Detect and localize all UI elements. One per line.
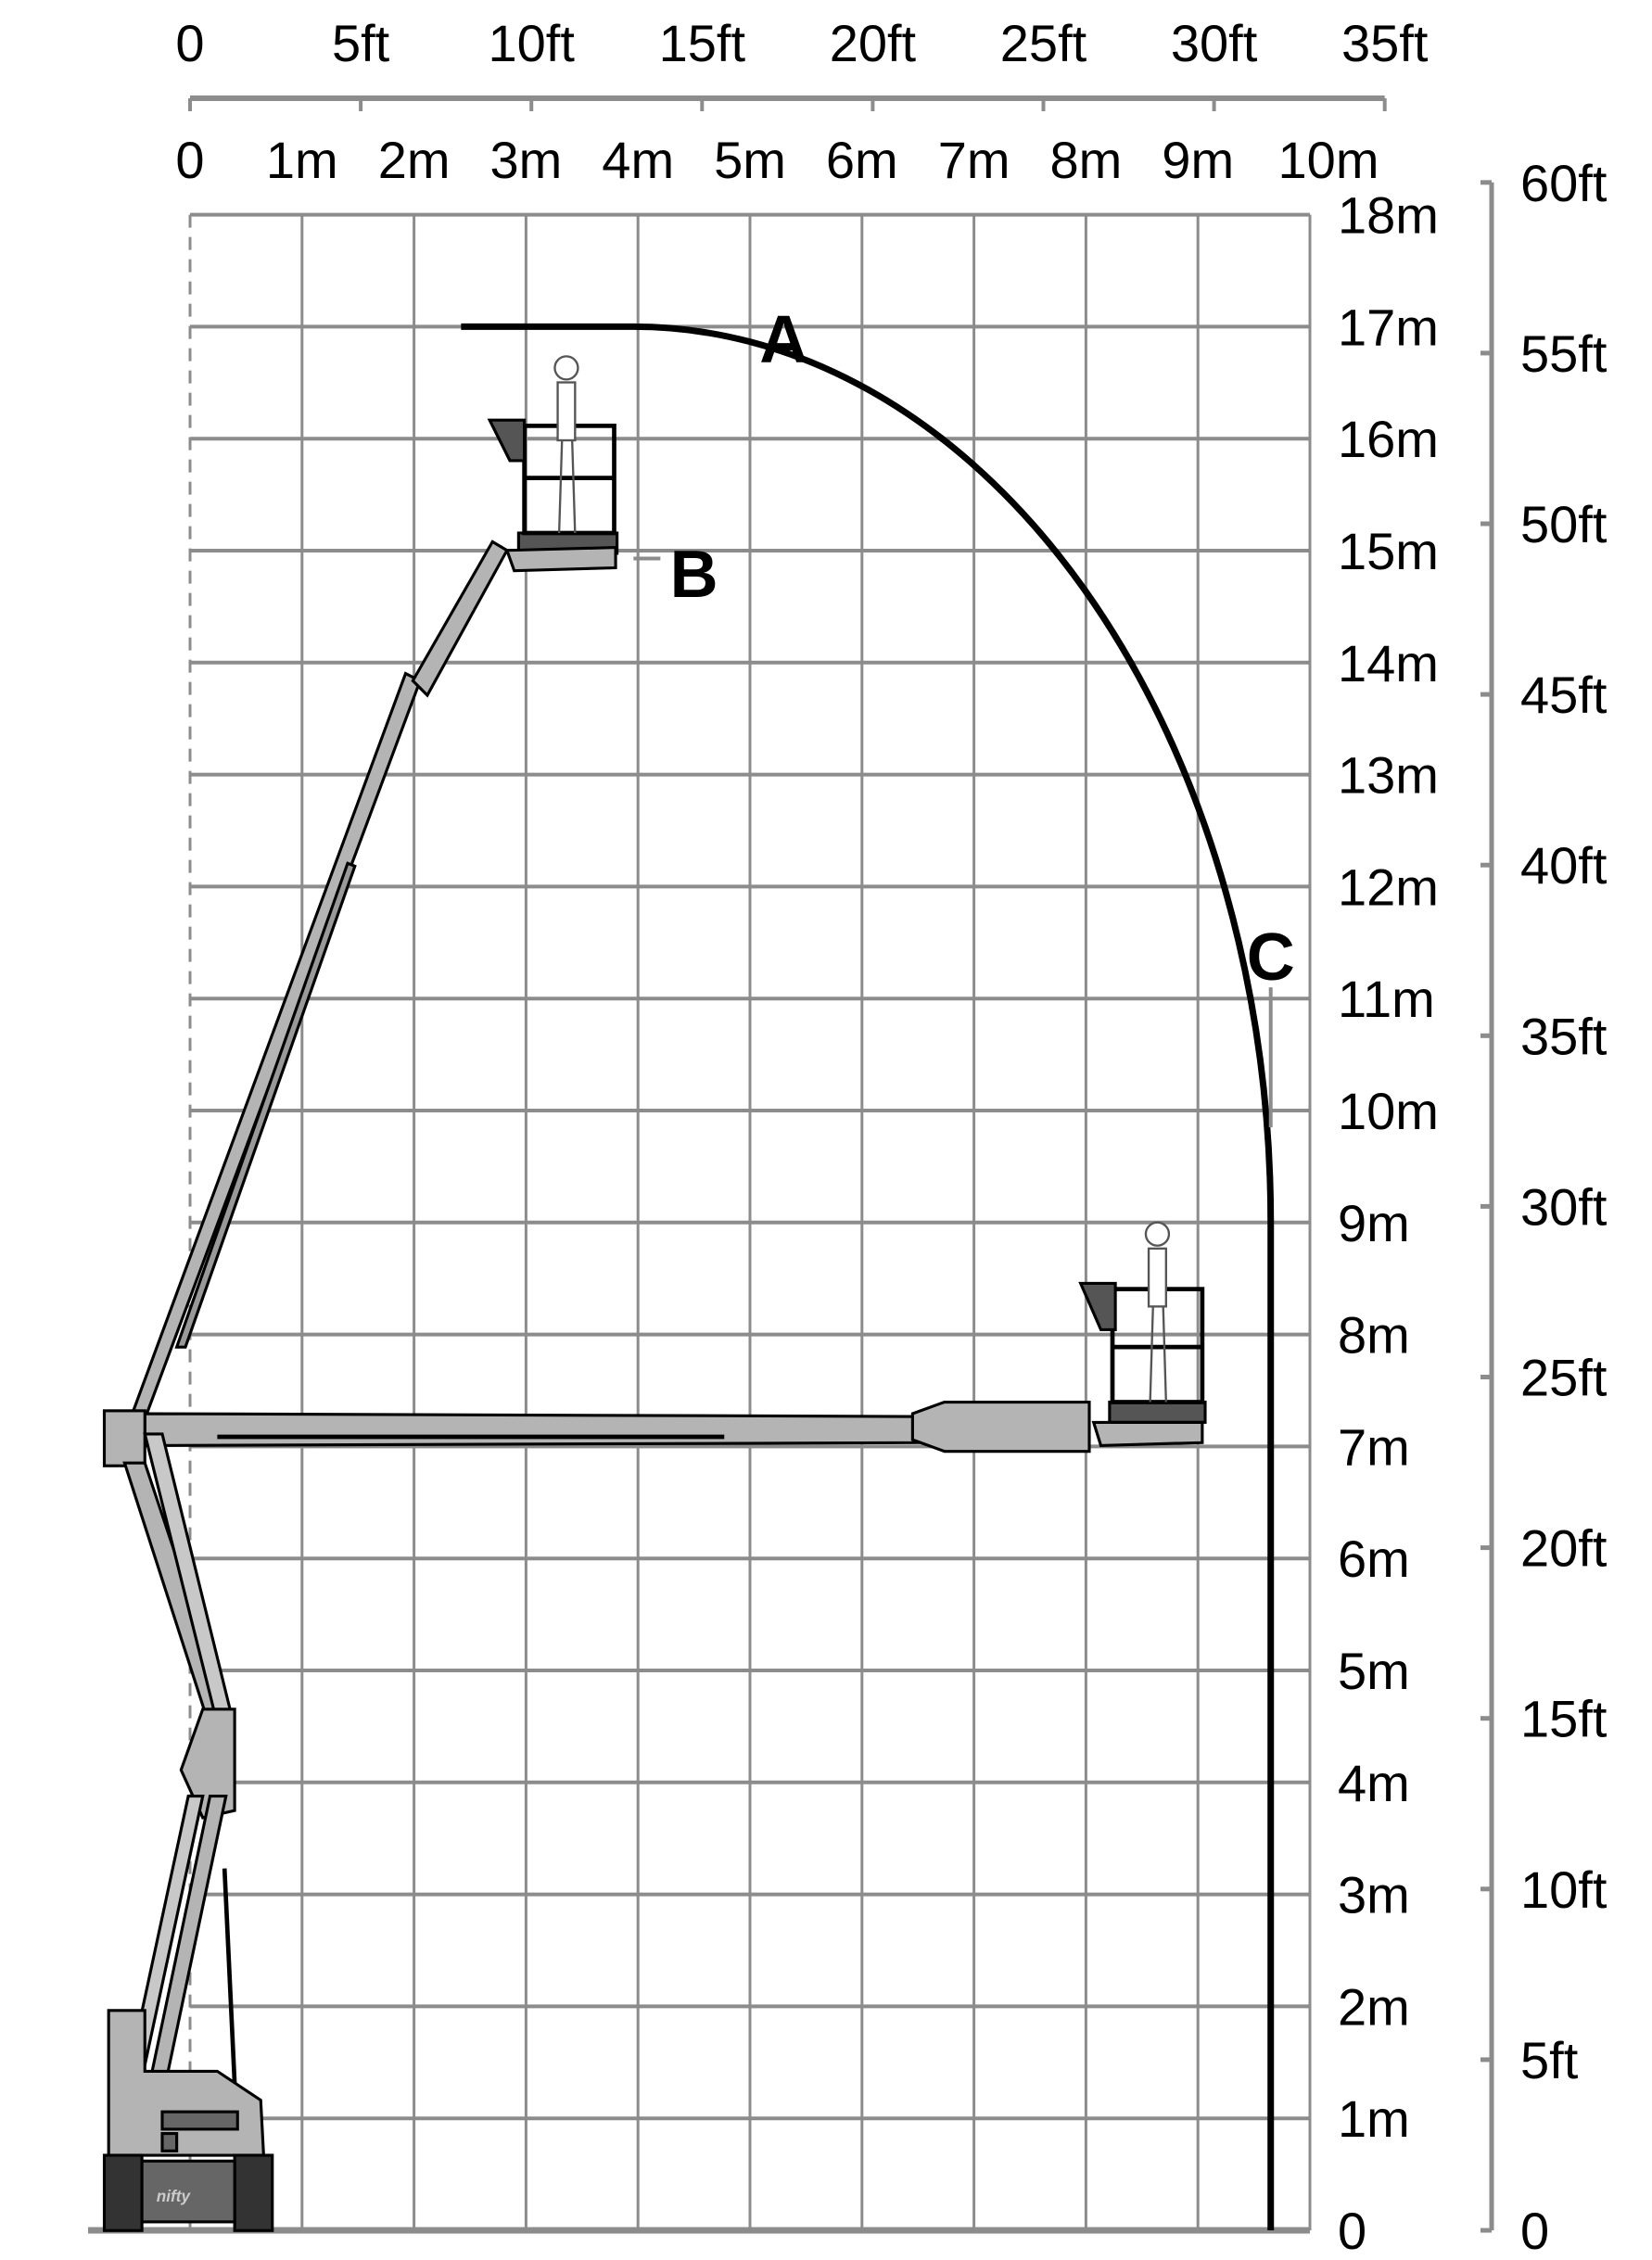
top-m-tick-label: 4m xyxy=(602,131,674,189)
top-ft-tick-label: 25ft xyxy=(1000,14,1087,72)
right-m-tick-label: 11m xyxy=(1338,970,1435,1028)
top-m-tick-label: 1m xyxy=(266,131,338,189)
right-ft-tick-label: 30ft xyxy=(1520,1177,1608,1236)
upper-boom-raised xyxy=(125,671,423,1428)
right-m-tick-label: 10m xyxy=(1338,1082,1439,1140)
right-m-tick-label: 14m xyxy=(1338,634,1439,692)
right-ft-tick-label: 55ft xyxy=(1520,324,1608,383)
top-m-tick-label: 0 xyxy=(175,131,204,189)
top-m-tick-label: 2m xyxy=(378,131,451,189)
annotation-label-a: A xyxy=(759,302,807,376)
right-m-tick-label: 7m xyxy=(1338,1417,1410,1476)
right-m-tick-label: 9m xyxy=(1338,1194,1410,1252)
top-ft-tick-label: 35ft xyxy=(1341,14,1429,72)
right-ft-tick-label: 25ft xyxy=(1520,1349,1608,1407)
grid xyxy=(88,212,1312,2234)
right-ft-tick-label: 50ft xyxy=(1520,495,1608,553)
right-m-tick-label: 12m xyxy=(1338,857,1439,916)
right-m-tick-label: 6m xyxy=(1338,1530,1410,1588)
top-ft-tick-label: 5ft xyxy=(332,14,390,72)
right-m-tick-label: 16m xyxy=(1338,410,1439,468)
operator-figure-icon xyxy=(553,355,579,534)
top-ft-tick-label: 0 xyxy=(175,14,204,72)
top-ft-tick-label: 30ft xyxy=(1171,14,1258,72)
top-m-tick-label: 3m xyxy=(490,131,563,189)
right-ft-tick-label: 60ft xyxy=(1520,154,1608,212)
right-m-tick-label: 3m xyxy=(1338,1866,1410,1924)
top-m-tick-label: 8m xyxy=(1050,131,1123,189)
boom-horizontal xyxy=(143,1412,929,1447)
top-m-tick-label: 10m xyxy=(1278,131,1379,189)
telescope-raised xyxy=(174,861,357,1349)
top-m-tick-label: 6m xyxy=(826,131,898,189)
annotation-label-b: B xyxy=(670,538,718,612)
wheel xyxy=(233,2153,274,2232)
top-ft-tick-label: 15ft xyxy=(659,14,746,72)
right-ft-tick-label: 40ft xyxy=(1520,836,1608,895)
top-m-tick-label: 7m xyxy=(938,131,1010,189)
chassis xyxy=(107,2009,266,2157)
right-m-tick-label: 13m xyxy=(1338,746,1439,805)
right-ft-tick-label: 15ft xyxy=(1520,1690,1608,1748)
top-ft-tick-label: 20ft xyxy=(830,14,917,72)
right-ft-tick-label: 10ft xyxy=(1520,1860,1608,1919)
right-ft-tick-label: 45ft xyxy=(1520,666,1608,724)
right-m-tick-label: 4m xyxy=(1338,1754,1410,1812)
boom-lift-drawing: nifty xyxy=(102,355,1207,2232)
working-envelope xyxy=(461,323,1275,2230)
annotations: A B C xyxy=(633,302,1295,1128)
platform-extended xyxy=(1108,1400,1207,1424)
right-ft-tick-label: 0 xyxy=(1520,2202,1549,2260)
top-m-tick-label: 9m xyxy=(1162,131,1234,189)
axes: 0 5ft 10ft 15ft 20ft 25ft 30ft 35ft 0 1m 2m 3m 4m 5m 6… xyxy=(175,14,1607,2260)
top-ft-tick-label: 10ft xyxy=(488,14,575,72)
right-m-tick-label: 1m xyxy=(1338,2089,1410,2148)
right-m-tick-label: 5m xyxy=(1338,1642,1410,1700)
right-m-tick-label: 18m xyxy=(1338,186,1439,245)
right-ft-tick-label: 20ft xyxy=(1520,1519,1608,1578)
right-m-tick-label: 2m xyxy=(1338,1977,1410,2036)
brand-logo: nifty xyxy=(157,2187,192,2205)
right-m-tick-label: 8m xyxy=(1338,1306,1410,1365)
right-m-tick-label: 15m xyxy=(1338,522,1439,580)
riser xyxy=(102,1409,146,1467)
wheel xyxy=(102,2153,144,2232)
top-m-tick-label: 5m xyxy=(714,131,786,189)
right-m-tick-label: 0 xyxy=(1338,2202,1366,2260)
jib-raised xyxy=(411,540,509,698)
right-m-tick-label: 17m xyxy=(1338,298,1439,356)
right-ft-tick-label: 35ft xyxy=(1520,1007,1608,1065)
operator-figure-icon xyxy=(1144,1221,1171,1403)
annotation-label-c: C xyxy=(1247,921,1295,995)
right-ft-tick-label: 5ft xyxy=(1520,2031,1579,2089)
envelope-curve xyxy=(461,323,1275,2230)
